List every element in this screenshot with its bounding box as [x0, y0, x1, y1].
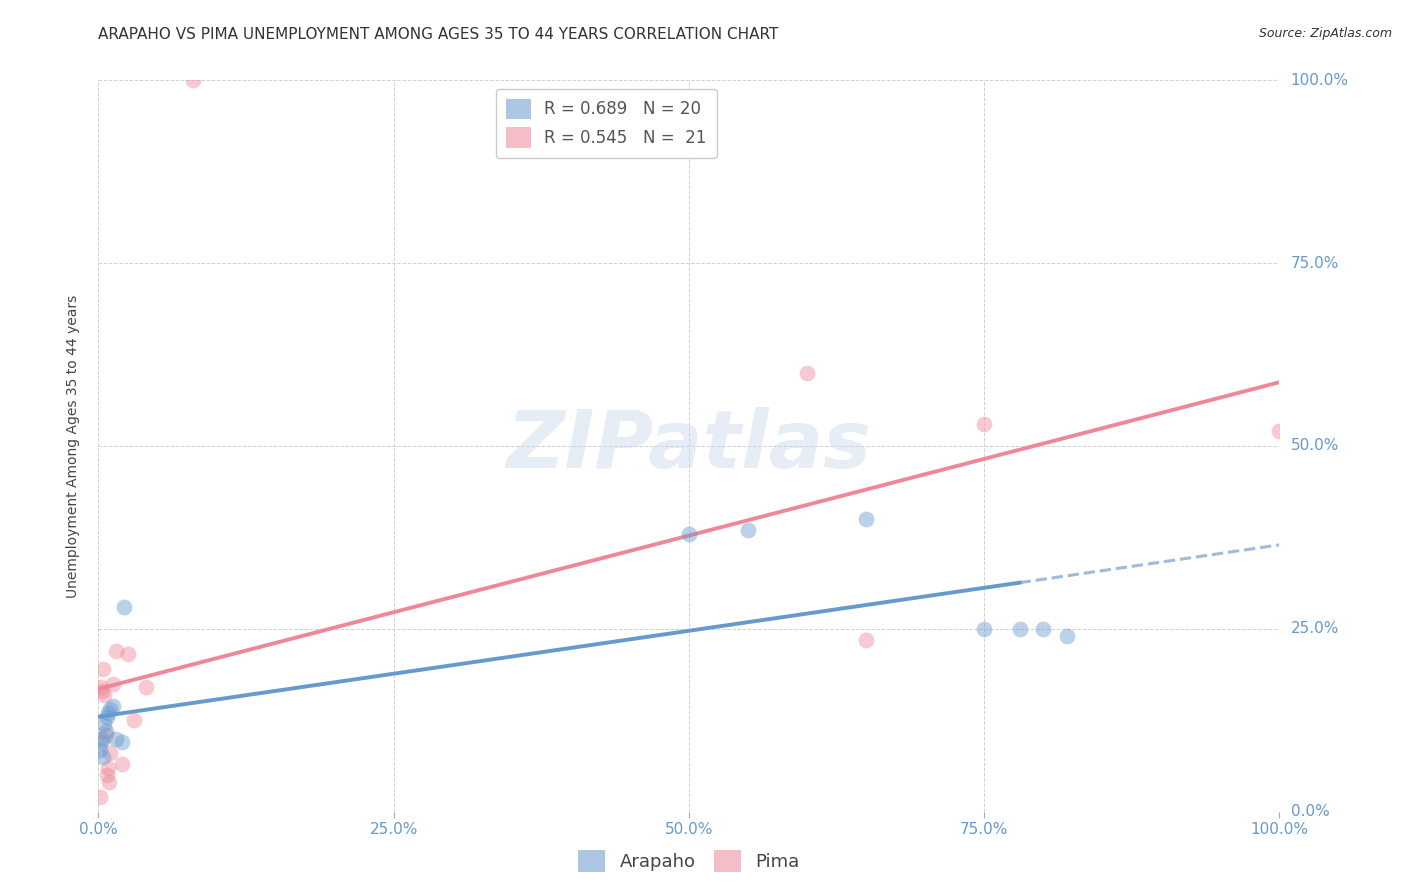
Point	[96, 709, 118, 723]
Point	[1268, 425, 1291, 439]
Point	[105, 731, 128, 746]
Point	[91, 731, 114, 746]
Point	[98, 775, 121, 789]
Text: ARAPAHO VS PIMA UNEMPLOYMENT AMONG AGES 35 TO 44 YEARS CORRELATION CHART: ARAPAHO VS PIMA UNEMPLOYMENT AMONG AGES …	[98, 27, 779, 42]
Point	[973, 622, 995, 636]
Text: 100.0%: 100.0%	[1291, 73, 1348, 87]
Point	[855, 512, 877, 526]
Point	[181, 73, 204, 87]
Point	[973, 417, 995, 431]
Point	[94, 724, 117, 739]
Legend: Arapaho, Pima: Arapaho, Pima	[571, 843, 807, 880]
Text: 0.0%: 0.0%	[1291, 805, 1329, 819]
Point	[112, 599, 135, 614]
Point	[98, 746, 121, 760]
Text: 50.0%: 50.0%	[1291, 439, 1339, 453]
Point	[89, 790, 111, 805]
Point	[91, 662, 114, 676]
Point	[122, 714, 145, 728]
Point	[91, 684, 114, 698]
Point	[90, 735, 112, 749]
Point	[97, 761, 120, 775]
Text: ZIPatlas: ZIPatlas	[506, 407, 872, 485]
Point	[96, 768, 118, 782]
Text: Source: ZipAtlas.com: Source: ZipAtlas.com	[1258, 27, 1392, 40]
Point	[97, 706, 120, 720]
Point	[90, 681, 112, 695]
Point	[94, 728, 117, 742]
Point	[89, 742, 111, 756]
Point	[117, 648, 139, 662]
Point	[796, 366, 818, 380]
Text: 25.0%: 25.0%	[1291, 622, 1339, 636]
Point	[101, 698, 124, 713]
Point	[135, 681, 157, 695]
Point	[98, 702, 121, 716]
Text: 75.0%: 75.0%	[1291, 256, 1339, 270]
Point	[111, 757, 134, 772]
Point	[101, 676, 124, 690]
Point	[737, 523, 759, 537]
Point	[93, 688, 115, 702]
Point	[93, 717, 115, 731]
Point	[105, 644, 128, 658]
Point	[678, 526, 700, 541]
Point	[91, 749, 114, 764]
Point	[1056, 629, 1078, 643]
Point	[855, 632, 877, 647]
Point	[1008, 622, 1031, 636]
Point	[111, 735, 134, 749]
Point	[1032, 622, 1054, 636]
Y-axis label: Unemployment Among Ages 35 to 44 years: Unemployment Among Ages 35 to 44 years	[66, 294, 80, 598]
